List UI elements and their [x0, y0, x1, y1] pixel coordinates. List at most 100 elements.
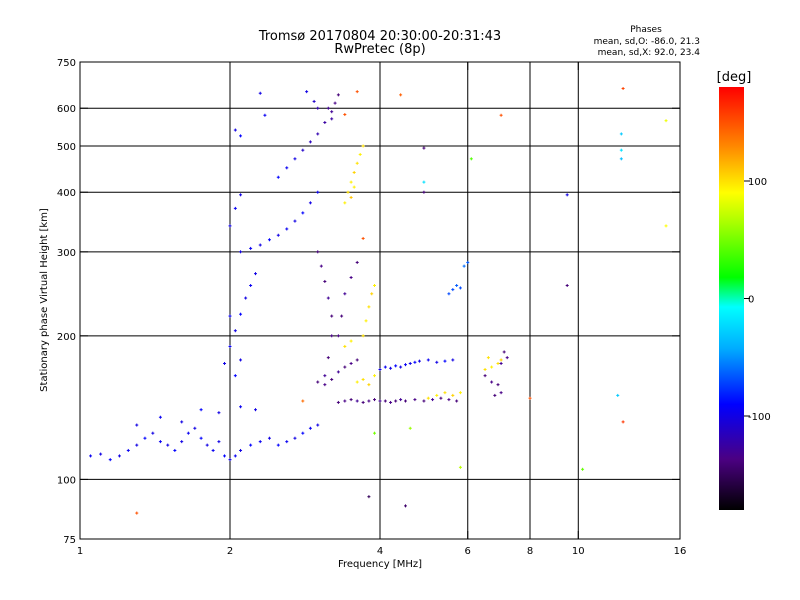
data-point	[276, 443, 280, 447]
data-point	[263, 113, 267, 117]
data-point	[267, 436, 271, 440]
data-point	[373, 283, 377, 287]
data-point	[383, 365, 387, 369]
data-point	[352, 170, 356, 174]
data-point	[451, 288, 455, 292]
data-point	[664, 119, 668, 123]
data-point	[664, 224, 668, 228]
data-point	[258, 91, 262, 95]
data-point	[158, 440, 162, 444]
data-point	[490, 380, 494, 384]
data-point	[151, 431, 155, 435]
phase-info-line-x: mean, sd,X: 92.0, 23.4	[598, 48, 701, 58]
data-point	[403, 399, 407, 403]
data-point	[499, 361, 503, 365]
data-point	[355, 90, 359, 94]
data-point	[239, 134, 243, 138]
data-point	[349, 195, 353, 199]
x-tick-label: 16	[674, 546, 687, 557]
data-point	[451, 358, 455, 362]
data-point	[422, 190, 426, 194]
data-point	[565, 193, 569, 197]
data-point	[493, 393, 497, 397]
data-point	[330, 117, 334, 121]
data-point	[336, 334, 340, 338]
data-point	[308, 140, 312, 144]
data-point	[451, 393, 455, 397]
x-axis-label: Frequency [MHz]	[338, 559, 422, 570]
data-point	[323, 279, 327, 283]
data-point	[431, 398, 435, 402]
data-point	[239, 448, 243, 452]
data-point	[443, 391, 447, 395]
data-point	[447, 398, 451, 402]
data-point	[483, 374, 487, 378]
y-tick-label: 75	[63, 535, 76, 546]
data-point	[285, 440, 289, 444]
plot-grid	[80, 62, 680, 539]
data-point	[285, 166, 289, 170]
data-point	[621, 86, 625, 90]
colorbar-axis: 100 0 -100	[744, 177, 771, 423]
data-point	[413, 398, 417, 402]
data-point	[301, 399, 305, 403]
data-point	[186, 431, 190, 435]
data-point	[399, 93, 403, 97]
data-point	[349, 398, 353, 402]
data-point	[223, 361, 227, 365]
data-point	[413, 360, 417, 364]
y-tick-label: 400	[57, 188, 76, 199]
data-point	[239, 312, 243, 316]
data-point	[469, 157, 473, 161]
data-point	[502, 350, 506, 354]
x-tick-label: 4	[377, 546, 383, 557]
data-point	[173, 448, 177, 452]
data-point	[355, 260, 359, 264]
data-point	[249, 246, 253, 250]
y-tick-label: 750	[57, 58, 76, 69]
data-point	[340, 314, 344, 318]
data-point	[301, 211, 305, 215]
data-point	[458, 465, 462, 469]
data-point	[323, 374, 327, 378]
data-point	[293, 436, 297, 440]
data-point	[223, 454, 227, 458]
data-point	[346, 190, 350, 194]
data-point	[126, 448, 130, 452]
data-point	[316, 106, 320, 110]
data-point	[233, 206, 237, 210]
data-point	[367, 399, 371, 403]
data-point	[499, 113, 503, 117]
data-point	[343, 399, 347, 403]
data-point	[316, 380, 320, 384]
data-point	[158, 415, 162, 419]
data-point	[426, 396, 430, 400]
data-point	[361, 400, 365, 404]
data-point	[199, 408, 203, 412]
data-point	[389, 400, 393, 404]
data-point	[308, 426, 312, 430]
data-point	[233, 374, 237, 378]
data-point	[323, 121, 327, 125]
y-axis-label: Stationary phase Virtual Height [km]	[39, 208, 50, 392]
data-point	[312, 99, 316, 103]
data-point	[378, 367, 382, 371]
x-tick-label: 10	[572, 546, 585, 557]
data-point	[336, 93, 340, 97]
data-point	[619, 148, 623, 152]
data-point	[239, 193, 243, 197]
data-point	[466, 260, 470, 264]
data-point	[166, 443, 170, 447]
data-point	[228, 314, 232, 318]
data-point	[233, 128, 237, 132]
x-tick-label: 1	[77, 546, 83, 557]
data-point	[343, 113, 347, 117]
data-point	[364, 319, 368, 323]
data-point	[458, 391, 462, 395]
data-point	[439, 396, 443, 400]
data-point	[399, 398, 403, 402]
data-points	[89, 86, 668, 515]
colorbar	[719, 87, 744, 510]
data-point	[355, 161, 359, 165]
